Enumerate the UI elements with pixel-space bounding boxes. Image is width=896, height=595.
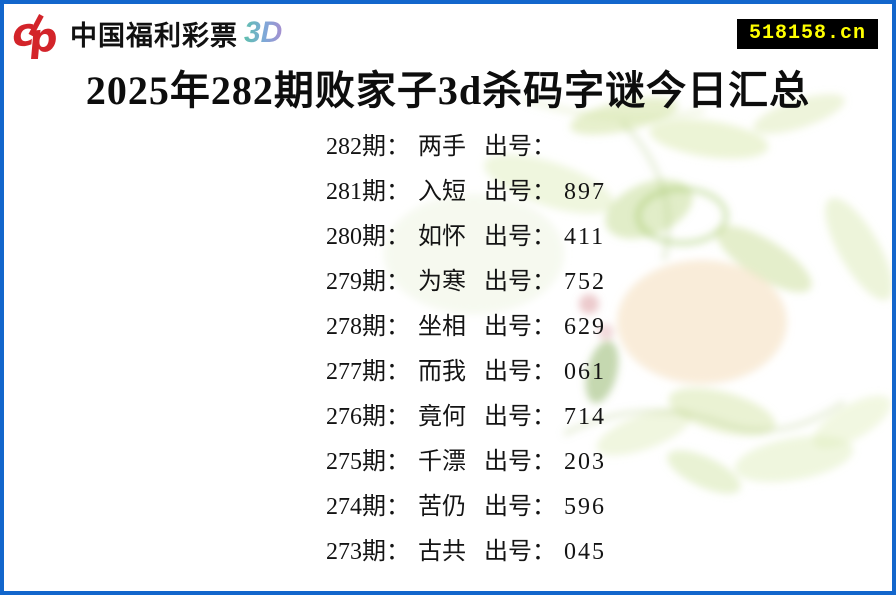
lottery-row: 273期： 古共 出号： 045 (326, 530, 606, 575)
riddle-list: 282期： 两手 出号： 281期： 入短 出号： 897 280期： 如怀 出号： 411 2… (326, 125, 606, 575)
issue-suffix-label: 期： (362, 269, 410, 295)
issue-suffix-label: 期： (362, 494, 410, 520)
riddle-word: 古共 (418, 539, 466, 565)
issue-suffix-label: 期： (362, 404, 410, 430)
draw-number: 061 (564, 359, 606, 385)
issue-number: 277 (326, 359, 362, 385)
lottery-row: 277期： 而我 出号： 061 (326, 350, 606, 395)
draw-number-label: 出号： (484, 314, 556, 340)
draw-number: 596 (564, 494, 606, 520)
draw-number: 203 (564, 449, 606, 475)
draw-number-label: 出号： (484, 539, 556, 565)
draw-number: 411 (564, 224, 606, 250)
draw-number: 045 (564, 539, 606, 565)
riddle-word: 为寒 (418, 269, 466, 295)
riddle-word: 而我 (418, 359, 466, 385)
riddle-word: 千漂 (418, 449, 466, 475)
draw-number: 897 (564, 179, 606, 205)
lottery-row: 280期： 如怀 出号： 411 (326, 215, 606, 260)
riddle-word: 坐相 (418, 314, 466, 340)
issue-number: 282 (326, 134, 362, 160)
svg-text:p: p (26, 14, 60, 59)
lottery-row: 282期： 两手 出号： (326, 125, 606, 170)
lottery-row: 275期： 千漂 出号： 203 (326, 440, 606, 485)
draw-number-label: 出号： (484, 404, 556, 430)
issue-number: 279 (326, 269, 362, 295)
riddle-word: 苦仍 (418, 494, 466, 520)
draw-number: 714 (564, 404, 606, 430)
lottery-row: 276期： 竟何 出号： 714 (326, 395, 606, 440)
issue-suffix-label: 期： (362, 539, 410, 565)
issue-suffix-label: 期： (362, 179, 410, 205)
issue-number: 278 (326, 314, 362, 340)
brand-name: 中国福利彩票 (70, 20, 238, 51)
riddle-word: 入短 (418, 179, 466, 205)
draw-number-label: 出号： (484, 449, 556, 475)
header: c p 中国福利彩票 3D (10, 6, 886, 60)
draw-number-label: 出号： (484, 494, 556, 520)
riddle-word: 两手 (418, 134, 466, 160)
issue-number: 273 (326, 539, 362, 565)
site-url-badge: 518158.cn (736, 19, 878, 49)
china-welfare-lottery-logo-icon: c p (10, 10, 60, 59)
issue-suffix-label: 期： (362, 449, 410, 475)
draw-number-label: 出号： (484, 224, 556, 250)
draw-number: 629 (564, 314, 606, 340)
brand-3d-label: 3D (244, 16, 283, 49)
lottery-row: 281期： 入短 出号： 897 (326, 170, 606, 215)
issue-number: 276 (326, 404, 362, 430)
lottery-row: 278期： 坐相 出号： 629 (326, 305, 606, 350)
draw-number-label: 出号： (484, 134, 556, 160)
draw-number-label: 出号： (484, 269, 556, 295)
draw-number-label: 出号： (484, 179, 556, 205)
issue-number: 280 (326, 224, 362, 250)
riddle-word: 如怀 (418, 224, 466, 250)
issue-suffix-label: 期： (362, 224, 410, 250)
issue-number: 274 (326, 494, 362, 520)
issue-suffix-label: 期： (362, 134, 410, 160)
issue-suffix-label: 期： (362, 314, 410, 340)
draw-number: 752 (564, 269, 606, 295)
lottery-row: 279期： 为寒 出号： 752 (326, 260, 606, 305)
issue-number: 281 (326, 179, 362, 205)
draw-number-label: 出号： (484, 359, 556, 385)
lottery-row: 274期： 苦仍 出号： 596 (326, 485, 606, 530)
riddle-word: 竟何 (418, 404, 466, 430)
issue-number: 275 (326, 449, 362, 475)
page-title: 2025年282期败家子3d杀码字谜今日汇总 (85, 68, 811, 113)
issue-suffix-label: 期： (362, 359, 410, 385)
